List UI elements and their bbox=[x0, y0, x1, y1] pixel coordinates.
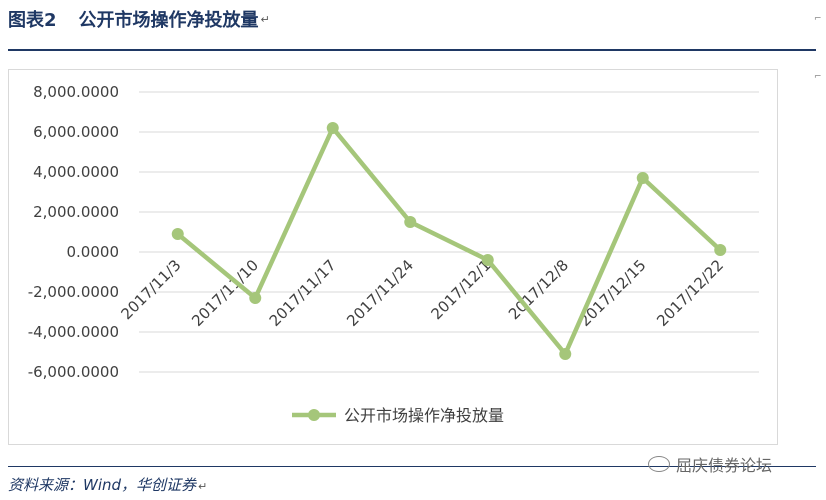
x-tick-label: 2017/11/3 bbox=[117, 256, 184, 323]
y-tick-label: 8,000.0000 bbox=[33, 83, 119, 101]
data-point bbox=[326, 122, 339, 134]
paragraph-mark-icon: ↵ bbox=[260, 12, 270, 26]
x-tick-label: 2017/11/24 bbox=[343, 256, 417, 330]
header-rule bbox=[8, 49, 816, 51]
legend-label: 公开市场操作净投放量 bbox=[344, 406, 504, 425]
data-point bbox=[481, 254, 494, 266]
watermark-text: 屈庆债券论坛 bbox=[676, 456, 773, 475]
data-point bbox=[636, 172, 649, 184]
y-tick-label: 0.0000 bbox=[67, 243, 120, 261]
x-tick-label: 2017/12/22 bbox=[653, 256, 727, 330]
figure-title: 公开市场操作净投放量 bbox=[78, 10, 259, 31]
figure-number: 图表2 bbox=[8, 10, 57, 31]
legend-swatch-marker bbox=[308, 409, 320, 421]
chart-area: 8,000.0000 6,000.0000 4,000.0000 2,000.0000… bbox=[8, 69, 778, 445]
figure-header: 图表2 公开市场操作净投放量 ↵ bbox=[8, 6, 270, 32]
x-tick-label: 2017/12/1 bbox=[427, 256, 494, 323]
series-line bbox=[175, 125, 723, 357]
paragraph-mark-icon: ↵ bbox=[198, 480, 208, 493]
line-chart: 8,000.0000 6,000.0000 4,000.0000 2,000.0000… bbox=[28, 83, 759, 425]
y-tick-label: -6,000.0000 bbox=[28, 363, 119, 381]
wechat-icon bbox=[648, 456, 670, 472]
watermark: 屈庆债券论坛 bbox=[648, 452, 772, 476]
corner-mark-icon: ⌐ bbox=[814, 72, 822, 82]
data-point bbox=[559, 348, 572, 360]
corner-mark-icon: ⌐ bbox=[814, 14, 822, 24]
data-point bbox=[249, 292, 262, 304]
x-tick-label: 2017/12/15 bbox=[576, 256, 650, 330]
source-text: 资料来源：Wind，华创证券 bbox=[8, 476, 197, 494]
y-tick-label: -4,000.0000 bbox=[28, 323, 119, 341]
y-tick-label: 2,000.0000 bbox=[33, 203, 119, 221]
source-note: 资料来源：Wind，华创证券 ↵ bbox=[8, 474, 207, 495]
data-point bbox=[714, 244, 727, 256]
data-point bbox=[404, 216, 417, 228]
data-point bbox=[171, 228, 184, 240]
y-tick-label: 4,000.0000 bbox=[33, 163, 119, 181]
x-tick-label: 2017/11/17 bbox=[266, 256, 340, 330]
y-tick-label: -2,000.0000 bbox=[28, 283, 119, 301]
y-tick-label: 6,000.0000 bbox=[33, 123, 119, 141]
footer-rule bbox=[8, 466, 816, 467]
